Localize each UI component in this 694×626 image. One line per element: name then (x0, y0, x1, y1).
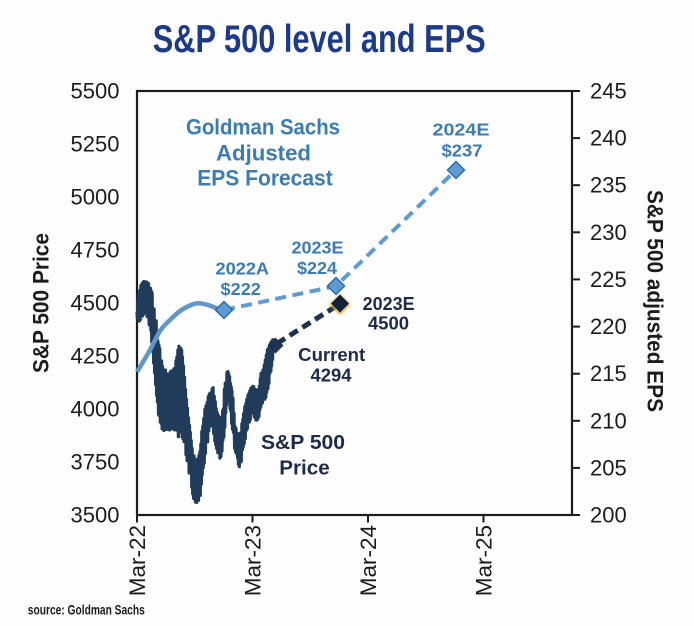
svg-text:Mar-23: Mar-23 (241, 525, 266, 596)
svg-text:245: 245 (590, 79, 627, 104)
svg-text:Mar-22: Mar-22 (125, 525, 150, 596)
svg-text:225: 225 (590, 267, 627, 292)
svg-text:5500: 5500 (71, 79, 120, 104)
svg-text:Goldman Sachs: Goldman Sachs (186, 115, 340, 140)
svg-text:5250: 5250 (71, 132, 120, 157)
svg-text:S&P 500 level and EPS: S&P 500 level and EPS (153, 18, 486, 61)
svg-text:4500: 4500 (368, 313, 409, 333)
svg-text:4294: 4294 (311, 365, 352, 385)
svg-text:4750: 4750 (71, 238, 120, 263)
svg-text:$222: $222 (221, 279, 262, 299)
svg-text:210: 210 (590, 408, 627, 433)
svg-text:2023E: 2023E (363, 294, 415, 314)
svg-text:2024E: 2024E (433, 119, 490, 139)
svg-text:Price: Price (279, 458, 330, 480)
svg-text:2023E: 2023E (292, 238, 344, 258)
svg-text:4500: 4500 (71, 291, 120, 316)
svg-text:Mar-25: Mar-25 (472, 525, 497, 596)
svg-text:240: 240 (590, 126, 627, 151)
svg-text:230: 230 (590, 220, 627, 245)
svg-text:5000: 5000 (71, 185, 120, 210)
svg-text:$224: $224 (297, 258, 337, 278)
svg-text:Current: Current (298, 345, 365, 365)
svg-text:3500: 3500 (71, 503, 120, 528)
svg-text:Adjusted: Adjusted (216, 141, 311, 166)
svg-text:2022A: 2022A (216, 259, 270, 279)
svg-text:3750: 3750 (71, 450, 120, 475)
svg-text:4000: 4000 (71, 397, 120, 422)
svg-text:215: 215 (590, 361, 627, 386)
svg-text:S&P 500 Price: S&P 500 Price (28, 233, 53, 373)
svg-text:220: 220 (590, 314, 627, 339)
svg-text:S&P 500: S&P 500 (261, 432, 345, 454)
svg-text:205: 205 (590, 455, 627, 480)
svg-text:Mar-24: Mar-24 (356, 525, 381, 596)
svg-text:200: 200 (590, 503, 627, 528)
svg-text:$237: $237 (442, 140, 483, 160)
svg-text:235: 235 (590, 173, 627, 198)
svg-text:S&P 500 adjusted EPS: S&P 500 adjusted EPS (643, 190, 668, 412)
svg-text:EPS Forecast: EPS Forecast (197, 166, 333, 191)
svg-text:4250: 4250 (71, 344, 120, 369)
svg-text:source: Goldman Sachs: source: Goldman Sachs (28, 602, 145, 618)
